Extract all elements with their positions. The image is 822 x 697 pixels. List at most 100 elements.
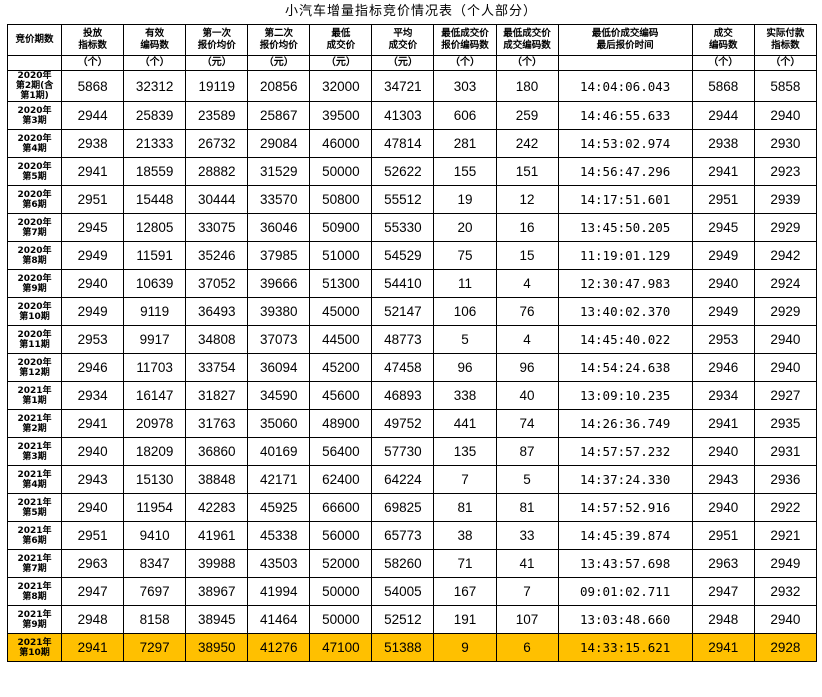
column-header: 实际付款 指标数 [753,24,818,56]
value-cell: 2944 [61,101,125,130]
value-cell: 2949 [61,297,125,326]
value-cell: 2930 [753,129,818,158]
value-cell: 74 [495,409,559,438]
value-cell: 5868 [61,70,125,102]
value-cell: 37985 [247,241,311,270]
value-cell: 2949 [691,297,755,326]
value-cell: 30444 [185,185,249,214]
period-cell: 2020年 第9期 [6,269,63,298]
value-cell: 2941 [61,409,125,438]
value-cell: 2943 [61,465,125,494]
value-cell: 2931 [753,437,818,466]
value-cell: 38950 [185,633,249,662]
time-cell: 14:46:55.633 [557,101,693,130]
value-cell: 19 [433,185,497,214]
value-cell: 66600 [309,493,373,522]
table-title: 小汽车增量指标竞价情况表（个人部分） [284,4,537,19]
value-cell: 54410 [371,269,435,298]
unit-cell [557,55,693,71]
column-header: 最低成交价 成交编码数 [495,24,559,56]
time-cell: 14:45:40.022 [557,325,693,354]
value-cell: 57730 [371,437,435,466]
table-row: 2021年 第2期 2941 20978 31763 35060 48900 49752 44… [6,409,818,438]
value-cell: 56400 [309,437,373,466]
value-cell: 135 [433,437,497,466]
value-cell: 2941 [691,157,755,186]
value-cell: 18209 [123,437,187,466]
value-cell: 11703 [123,353,187,382]
value-cell: 36493 [185,297,249,326]
value-cell: 5 [433,325,497,354]
value-cell: 81 [433,493,497,522]
header-row: 竞价期数 投放 指标数 有效 编码数 第一次 报价均价 第二次 报价均价 最低 成交价 平均… [6,24,818,56]
value-cell: 9917 [123,325,187,354]
period-cell: 2020年 第7期 [6,213,63,242]
value-cell: 2946 [61,353,125,382]
value-cell: 35246 [185,241,249,270]
value-cell: 2949 [61,241,125,270]
value-cell: 87 [495,437,559,466]
value-cell: 2940 [691,493,755,522]
auction-table: 竞价期数 投放 指标数 有效 编码数 第一次 报价均价 第二次 报价均价 最低 成交价 平均… [6,24,818,662]
column-header: 竞价期数 [6,24,63,56]
table-row: 2020年 第6期 2951 15448 30444 33570 50800 55512 19… [6,185,818,214]
time-cell: 13:03:48.660 [557,605,693,634]
value-cell: 155 [433,157,497,186]
value-cell: 55330 [371,213,435,242]
value-cell: 5 [495,465,559,494]
value-cell: 191 [433,605,497,634]
value-cell: 16 [495,213,559,242]
unit-cell [6,55,63,71]
value-cell: 48900 [309,409,373,438]
value-cell: 36860 [185,437,249,466]
column-header: 最低 成交价 [309,24,373,56]
value-cell: 25867 [247,101,311,130]
value-cell: 33570 [247,185,311,214]
value-cell: 47814 [371,129,435,158]
value-cell: 56000 [309,521,373,550]
value-cell: 338 [433,381,497,410]
table-row: 2020年 第5期 2941 18559 28882 31529 50000 52622 15… [6,157,818,186]
value-cell: 7 [433,465,497,494]
value-cell: 36094 [247,353,311,382]
value-cell: 2941 [61,157,125,186]
unit-cell: （个） [61,55,125,71]
unit-cell: （个） [123,55,187,71]
value-cell: 47458 [371,353,435,382]
time-cell: 14:56:47.296 [557,157,693,186]
value-cell: 32000 [309,70,373,102]
table-row: 2020年 第9期 2940 10639 37052 39666 51300 54410 11… [6,269,818,298]
period-cell: 2021年 第9期 [6,605,63,634]
value-cell: 52512 [371,605,435,634]
value-cell: 2940 [753,353,818,382]
column-header: 有效 编码数 [123,24,187,56]
value-cell: 45600 [309,381,373,410]
value-cell: 33075 [185,213,249,242]
period-cell: 2021年 第1期 [6,381,63,410]
table-row: 2020年 第11期 2953 9917 34808 37073 44500 48773 5 4… [6,325,818,354]
value-cell: 52147 [371,297,435,326]
value-cell: 2951 [61,185,125,214]
value-cell: 2951 [691,185,755,214]
value-cell: 2948 [61,605,125,634]
table-row: 2020年 第10期 2949 9119 36493 39380 45000 52147 10… [6,297,818,326]
time-cell: 14:54:24.638 [557,353,693,382]
table-body: 2020年 第2期(含 第1期) 5868 32312 19119 20856 32000… [6,70,818,662]
time-cell: 14:57:52.916 [557,493,693,522]
value-cell: 242 [495,129,559,158]
time-cell: 14:57:57.232 [557,437,693,466]
value-cell: 18559 [123,157,187,186]
value-cell: 50000 [309,577,373,606]
period-cell: 2020年 第6期 [6,185,63,214]
table-row: 2020年 第7期 2945 12805 33075 36046 50900 55330 20… [6,213,818,242]
time-cell: 14:45:39.874 [557,521,693,550]
table-row: 2021年 第4期 2943 15130 38848 42171 62400 64224 7 5… [6,465,818,494]
value-cell: 25839 [123,101,187,130]
value-cell: 2940 [691,269,755,298]
value-cell: 12 [495,185,559,214]
value-cell: 34721 [371,70,435,102]
value-cell: 51300 [309,269,373,298]
value-cell: 2943 [691,465,755,494]
period-cell: 2021年 第5期 [6,493,63,522]
value-cell: 11 [433,269,497,298]
